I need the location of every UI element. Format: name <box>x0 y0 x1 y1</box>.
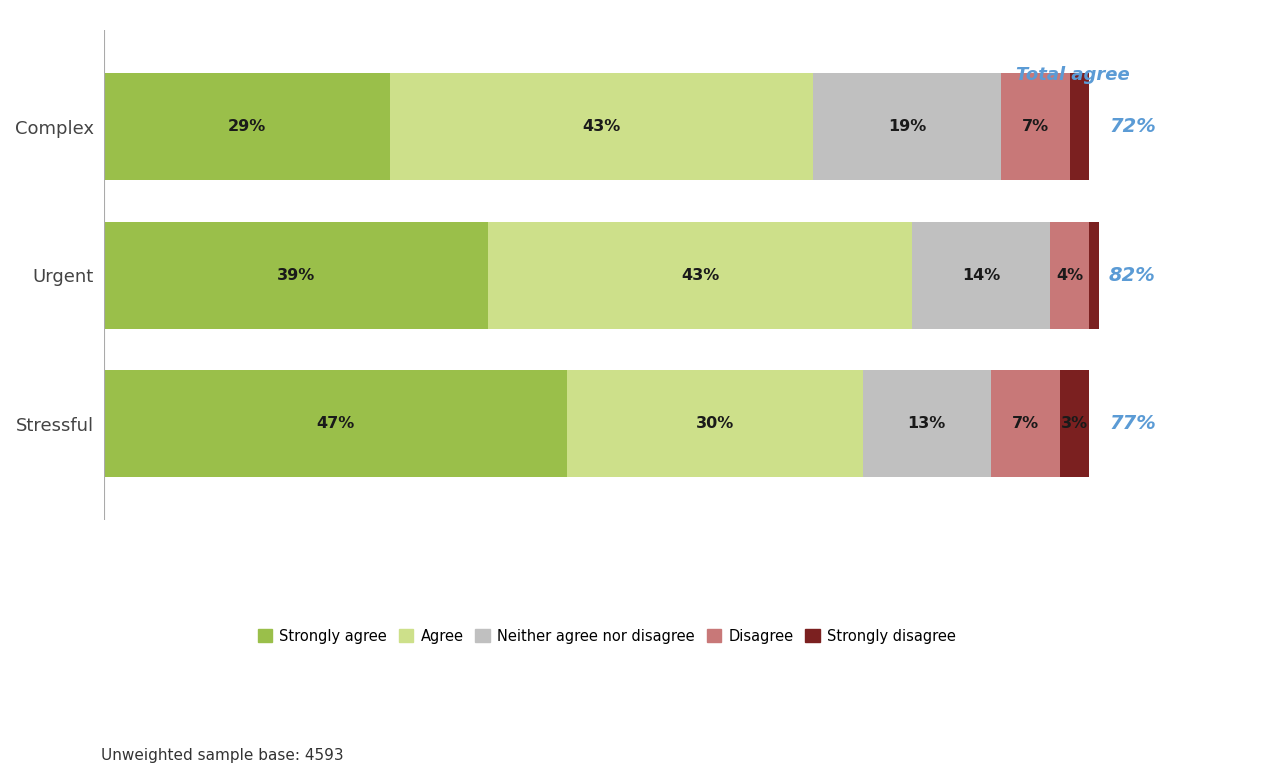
Bar <box>390 73 813 180</box>
Text: 39%: 39% <box>276 268 316 283</box>
Bar <box>1060 370 1089 477</box>
Text: 14%: 14% <box>962 268 1000 283</box>
Text: 7%: 7% <box>1021 120 1049 134</box>
Text: 30%: 30% <box>695 416 734 431</box>
Text: 29%: 29% <box>227 120 266 134</box>
Text: 3%: 3% <box>1061 416 1088 431</box>
Bar <box>103 222 488 328</box>
Bar <box>1070 73 1089 180</box>
Text: 7%: 7% <box>1012 416 1039 431</box>
Text: 43%: 43% <box>582 120 621 134</box>
Bar <box>912 222 1050 328</box>
Text: 19%: 19% <box>888 120 926 134</box>
Text: Unweighted sample base: 4593: Unweighted sample base: 4593 <box>101 749 343 763</box>
Text: 47%: 47% <box>317 416 355 431</box>
Text: Total agree: Total agree <box>1016 66 1129 83</box>
Text: 13%: 13% <box>907 416 945 431</box>
Bar <box>1089 222 1099 328</box>
Bar <box>863 370 991 477</box>
Text: 43%: 43% <box>681 268 719 283</box>
Legend: Strongly agree, Agree, Neither agree nor disagree, Disagree, Strongly disagree: Strongly agree, Agree, Neither agree nor… <box>251 623 962 650</box>
Bar <box>991 370 1060 477</box>
Text: 4%: 4% <box>1056 268 1083 283</box>
Text: 77%: 77% <box>1109 414 1156 433</box>
Bar <box>1050 222 1089 328</box>
Bar <box>1001 73 1070 180</box>
Bar <box>813 73 1001 180</box>
Bar <box>567 370 863 477</box>
Text: 72%: 72% <box>1109 117 1156 136</box>
Text: 82%: 82% <box>1109 266 1156 284</box>
Bar <box>488 222 912 328</box>
Bar <box>103 370 567 477</box>
Bar <box>103 73 390 180</box>
